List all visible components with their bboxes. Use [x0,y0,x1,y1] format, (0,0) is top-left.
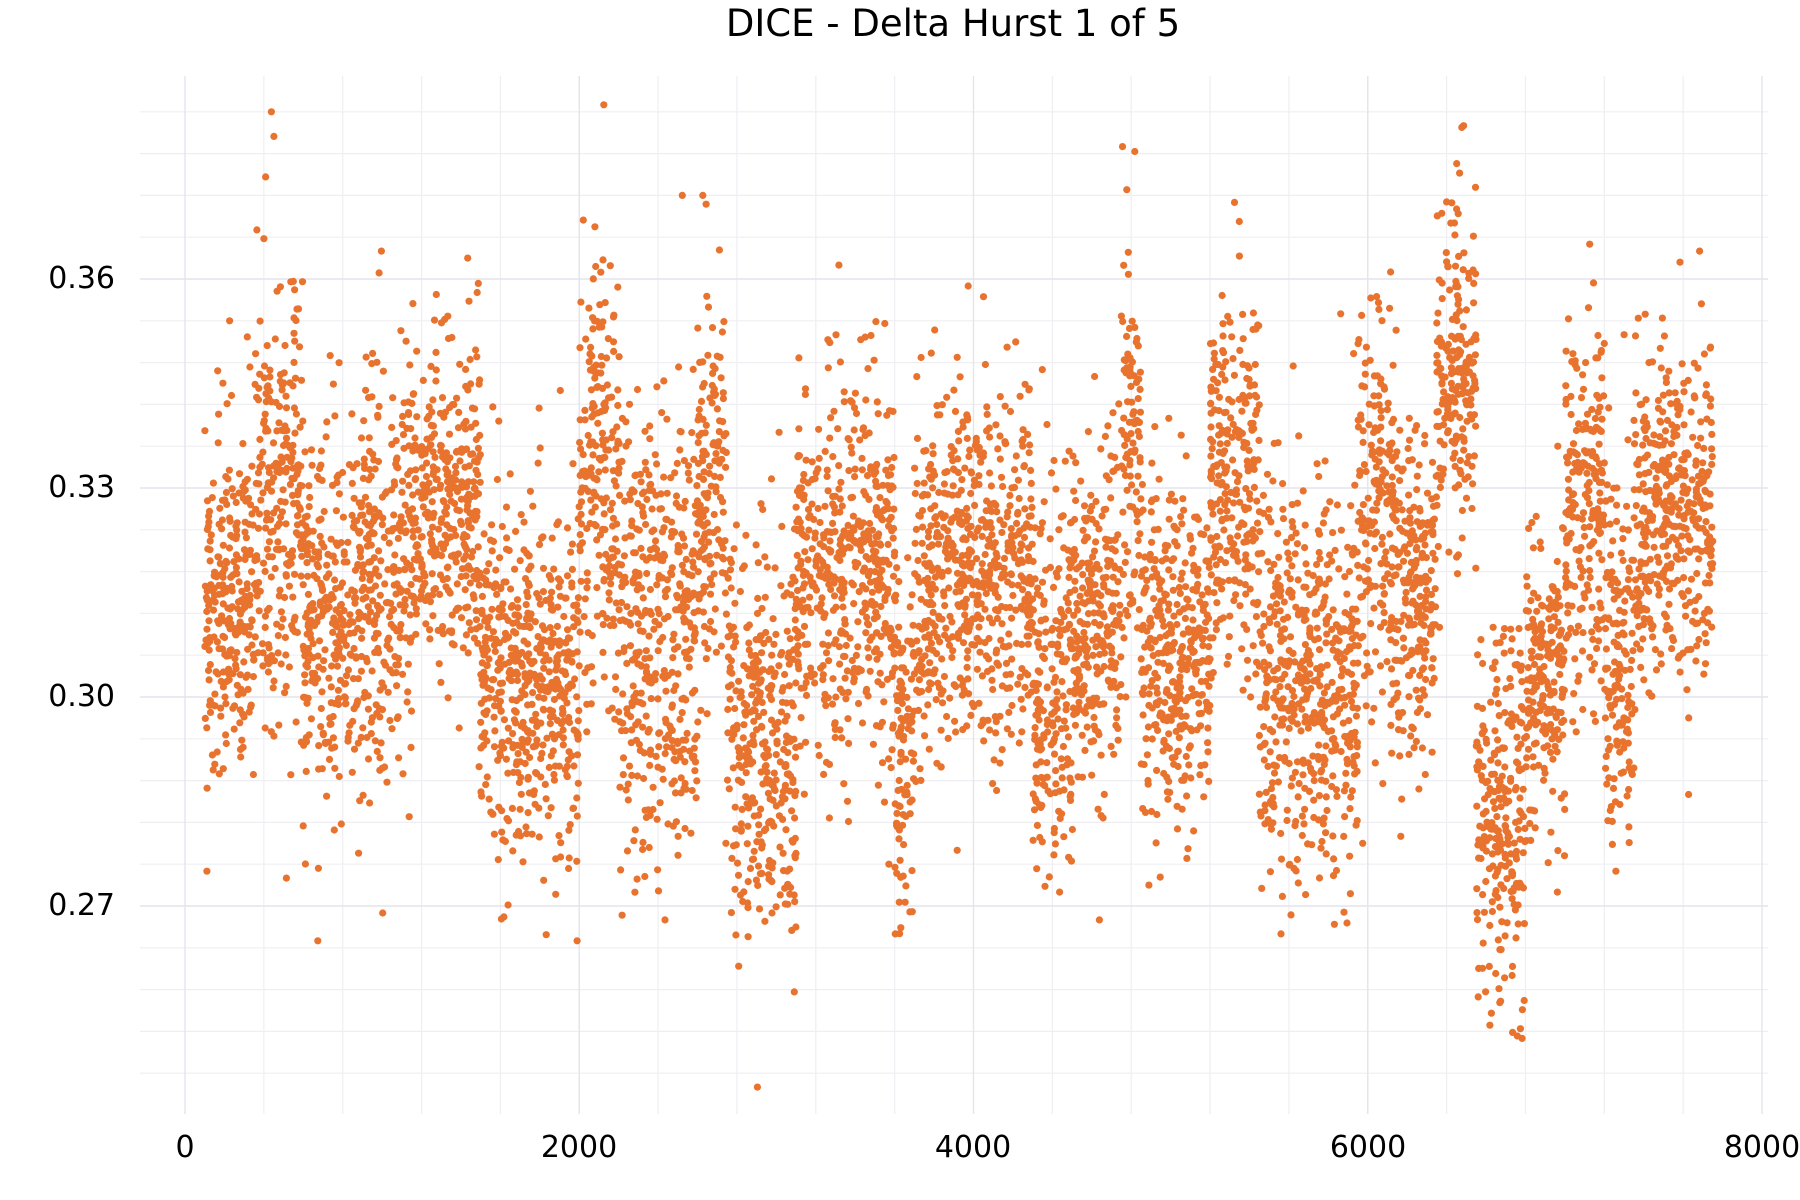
x-tick-label: 2000 [540,1130,618,1165]
x-tick-label: 8000 [1723,1130,1800,1165]
chart-title: DICE - Delta Hurst 1 of 5 [725,2,1181,45]
x-tick-label: 4000 [934,1130,1012,1165]
y-tick-label: 0.30 [48,679,115,714]
major-gridlines [140,76,1768,1114]
scatter-points [201,101,1717,1091]
x-tick-label: 6000 [1329,1130,1407,1165]
minor-gridlines [140,76,1768,1114]
x-tick-label: 0 [175,1130,195,1165]
y-tick-label: 0.33 [48,470,115,505]
y-tick-label: 0.36 [48,261,115,296]
y-tick-label: 0.27 [48,888,115,923]
